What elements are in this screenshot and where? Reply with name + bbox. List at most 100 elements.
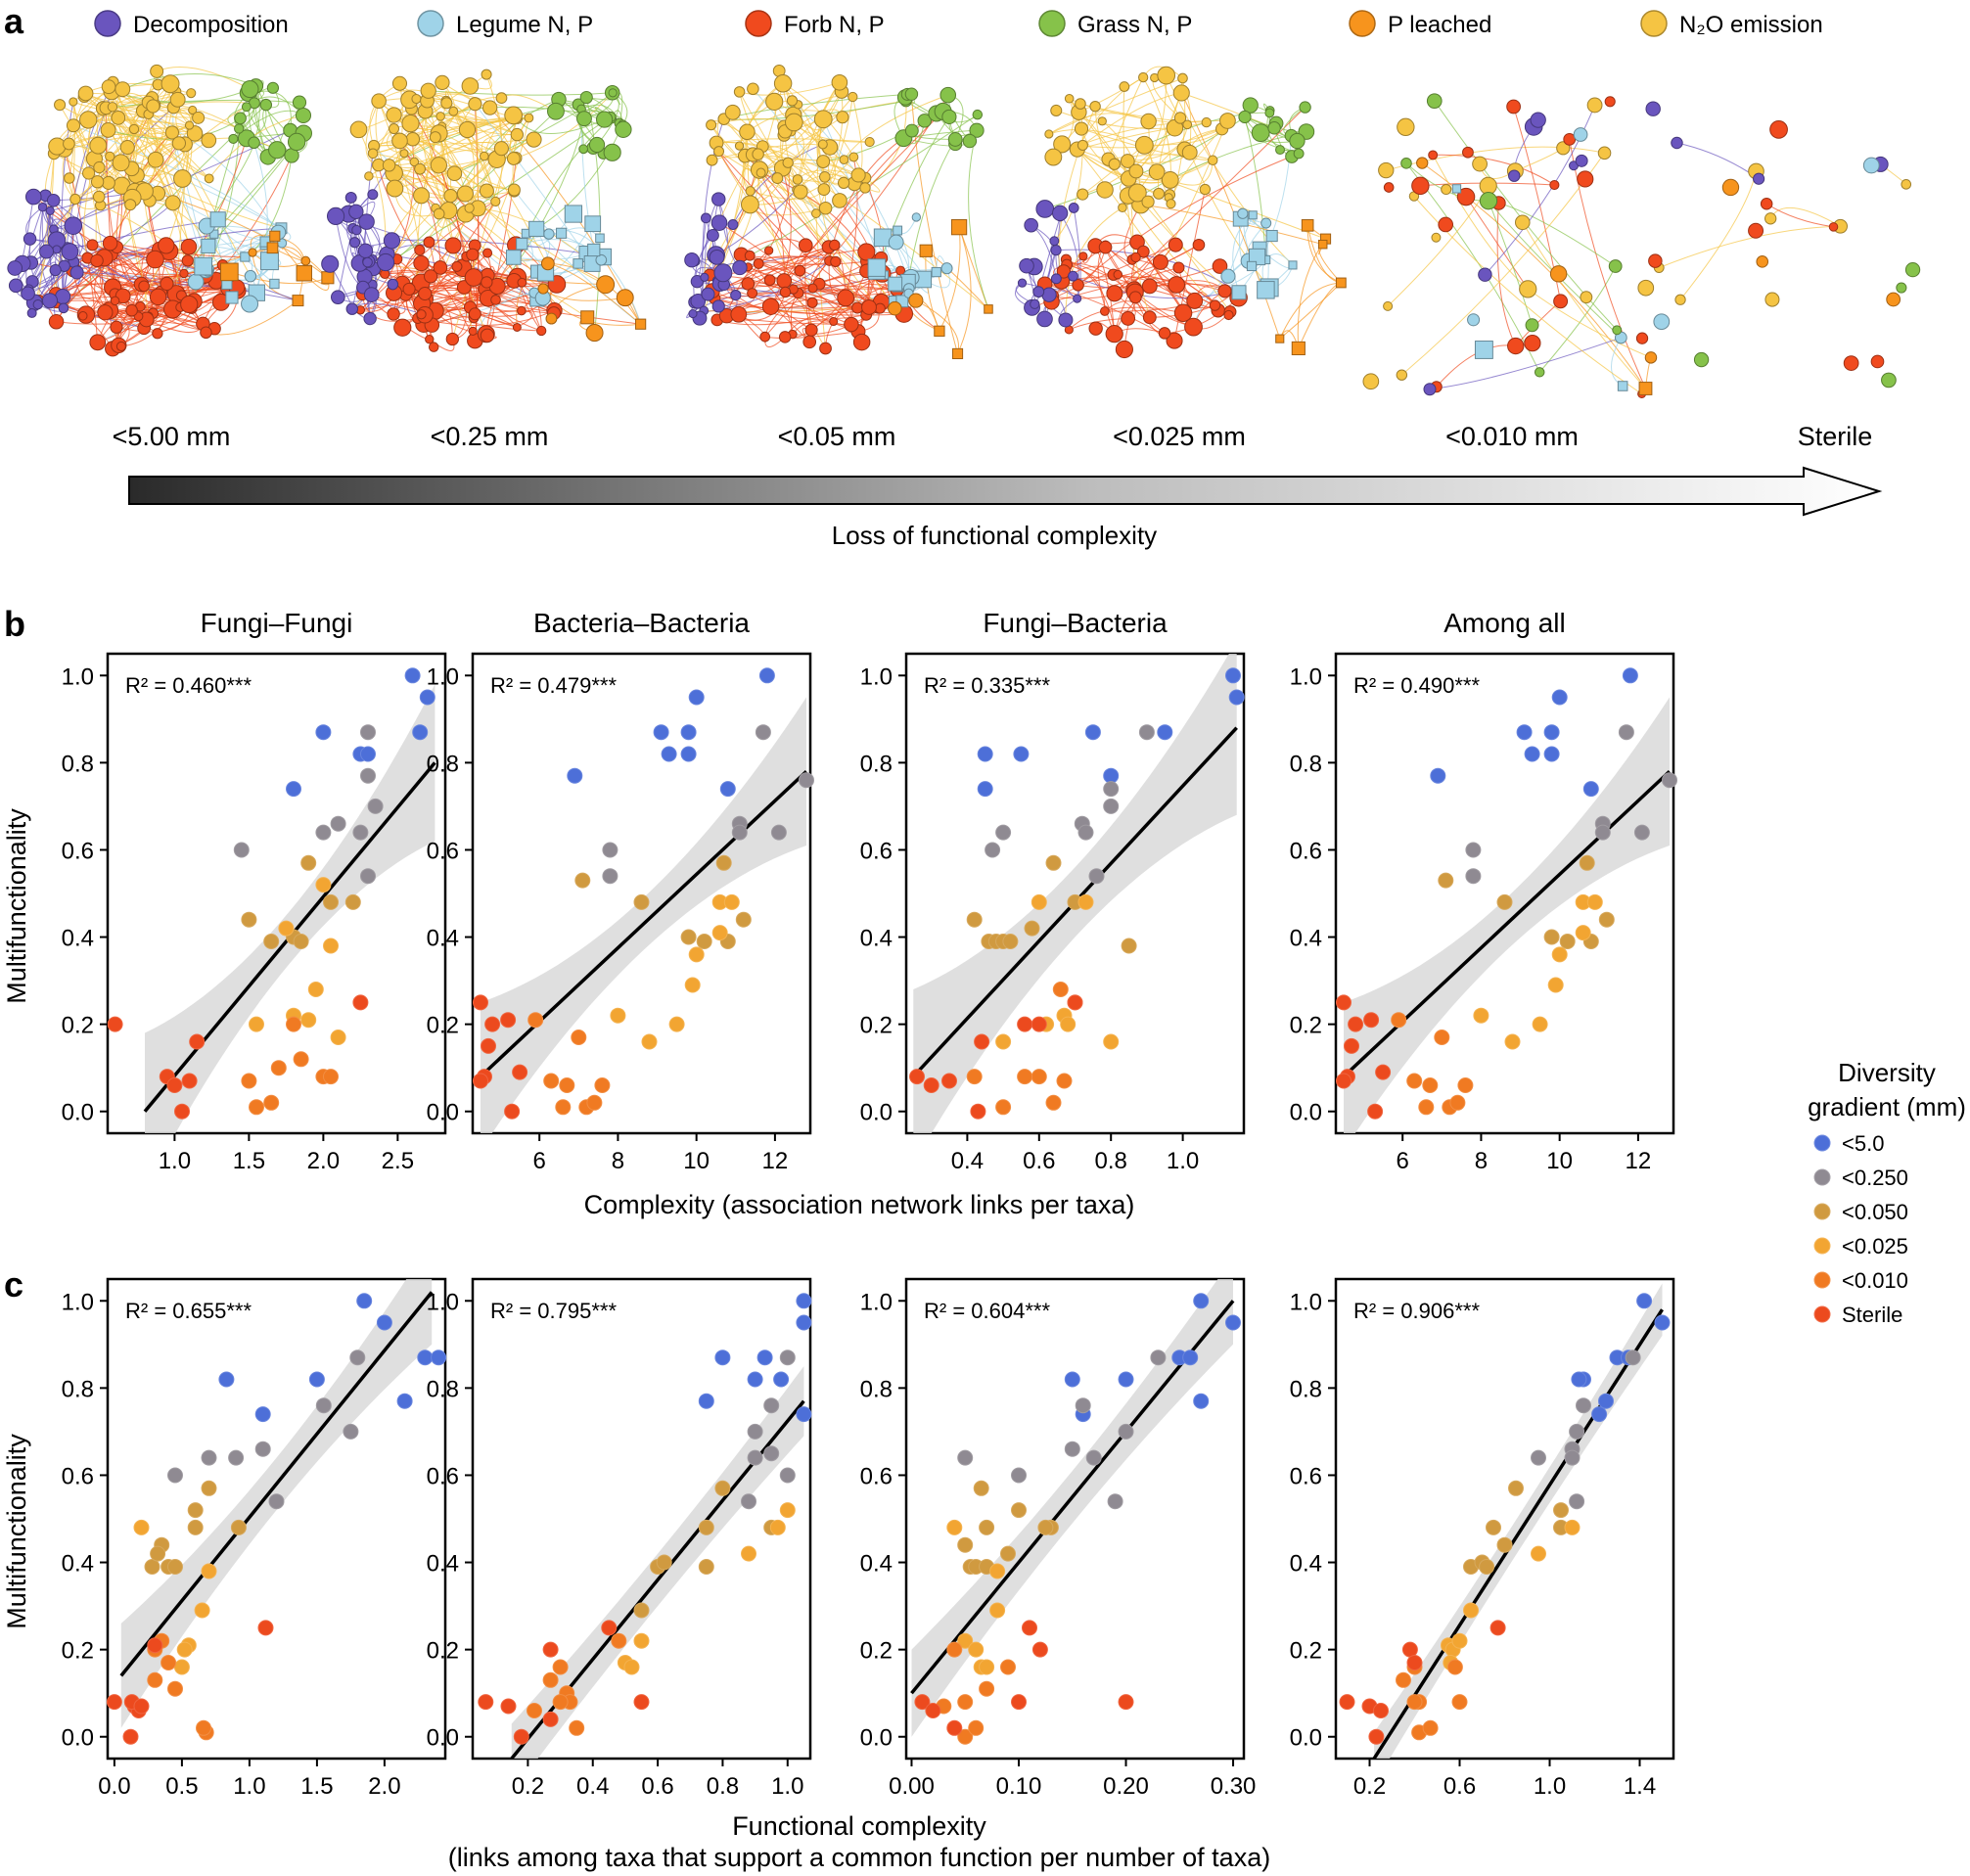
data-point — [995, 1099, 1012, 1116]
network-node — [1141, 195, 1155, 208]
network-edge — [1044, 247, 1107, 287]
network-node — [1030, 298, 1040, 309]
data-point — [711, 925, 728, 941]
data-point — [542, 1671, 559, 1688]
network-node — [837, 176, 850, 190]
network-node — [386, 179, 404, 198]
network-node — [420, 82, 436, 99]
data-point — [315, 877, 332, 893]
x-tick-label: 10 — [1546, 1148, 1573, 1174]
network-edge — [115, 307, 193, 333]
data-point — [567, 767, 583, 784]
network-node — [481, 276, 493, 289]
network-node — [700, 272, 710, 282]
network-node — [351, 224, 362, 236]
network-edge — [229, 271, 329, 285]
network-node — [386, 107, 402, 123]
network-node — [830, 255, 842, 267]
network-node — [466, 248, 480, 261]
data-point — [1598, 911, 1615, 928]
row-c-xlabel-line1: Functional complexity — [732, 1811, 986, 1841]
data-point — [1422, 1719, 1439, 1736]
data-point — [218, 1371, 235, 1388]
data-point — [473, 1073, 488, 1089]
network-node — [1881, 372, 1897, 389]
network-node — [147, 151, 164, 168]
network-node — [917, 114, 932, 128]
network-edge — [758, 169, 870, 308]
data-point — [661, 746, 677, 762]
network-node — [295, 107, 312, 124]
network-edge — [752, 293, 852, 325]
data-point — [344, 893, 361, 910]
data-point — [684, 977, 701, 993]
data-point — [1193, 1293, 1210, 1309]
network-node — [706, 229, 719, 242]
legend-label-0: Decomposition — [133, 12, 289, 38]
network-edge — [403, 153, 542, 332]
network-edge — [361, 294, 418, 322]
network-node — [479, 183, 494, 199]
network-node — [173, 169, 192, 188]
network-edge — [1080, 128, 1214, 161]
network-node — [1088, 321, 1103, 336]
network-edge — [106, 108, 136, 192]
network-node — [779, 286, 792, 298]
data-point — [641, 1033, 658, 1050]
data-point — [979, 1659, 995, 1675]
data-point — [254, 1441, 271, 1457]
network-panels: <5.00 mm <0.25 mm <0.05 mm <0.025 mm <0.010 … — [7, 64, 1921, 451]
data-point — [500, 1012, 517, 1029]
r-squared-label: R² = 0.460*** — [125, 673, 252, 698]
network-node — [761, 297, 780, 315]
data-point — [979, 1680, 995, 1697]
network-node — [448, 106, 459, 116]
data-point — [1564, 1519, 1581, 1535]
data-point — [249, 1016, 264, 1032]
data-point — [1396, 1671, 1411, 1688]
data-point — [542, 1711, 559, 1727]
y-tick-label: 0.8 — [1290, 1376, 1322, 1402]
network-node — [706, 154, 718, 166]
network-node — [376, 252, 395, 272]
y-tick-label: 0.6 — [860, 838, 893, 864]
data-point — [799, 772, 814, 789]
network-node — [585, 324, 604, 343]
data-point — [542, 1641, 559, 1658]
network-node — [587, 243, 601, 257]
network-node — [194, 256, 212, 276]
network-node — [493, 141, 509, 157]
network-node — [358, 213, 375, 230]
network-node — [888, 276, 903, 292]
data-point — [602, 868, 618, 885]
data-point — [1011, 1502, 1027, 1519]
network-node — [1335, 277, 1347, 289]
network-node — [1756, 255, 1769, 268]
data-point — [167, 1559, 183, 1575]
network-edge — [72, 83, 159, 126]
data-point — [688, 689, 705, 706]
network-node — [984, 304, 993, 314]
data-point — [1625, 1350, 1641, 1366]
data-point — [680, 746, 697, 762]
y-tick-label: 0.0 — [62, 1100, 94, 1126]
network-node — [941, 109, 957, 124]
data-point — [330, 815, 346, 832]
network-node — [331, 290, 345, 304]
network-node — [1577, 170, 1594, 188]
network-node — [209, 211, 226, 228]
network-edge — [1279, 282, 1342, 340]
y-tick-label: 0.0 — [1290, 1100, 1322, 1126]
network-node — [480, 151, 489, 161]
confidence-band — [911, 1279, 1233, 1737]
data-point — [1150, 1350, 1167, 1366]
y-tick-label: 0.8 — [427, 751, 459, 777]
network-node — [69, 193, 81, 206]
network-node — [836, 111, 849, 124]
network-2: <0.05 mm — [684, 64, 993, 451]
data-point — [176, 1641, 193, 1658]
network-node — [690, 293, 707, 309]
data-point — [512, 1064, 528, 1080]
network-edge — [739, 266, 794, 335]
data-point — [478, 1694, 494, 1711]
